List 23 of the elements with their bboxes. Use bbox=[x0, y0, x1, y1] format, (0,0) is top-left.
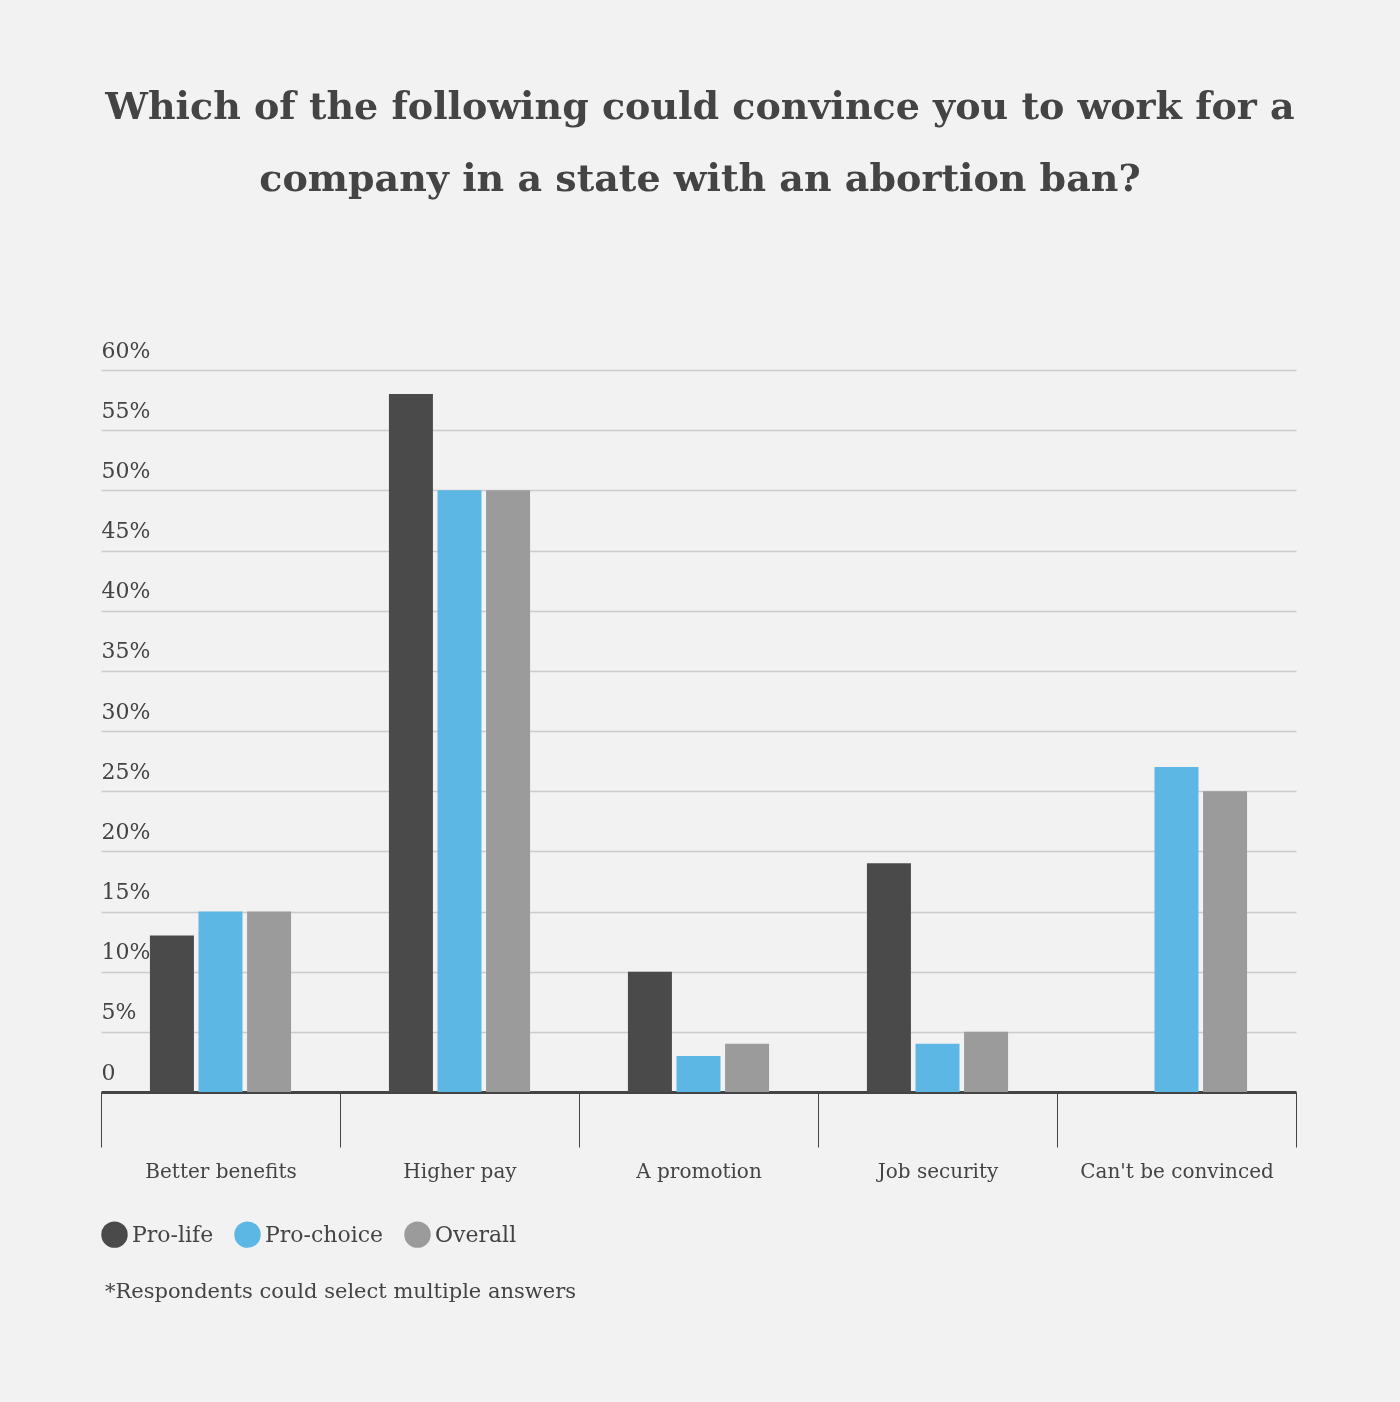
legend-label: Pro-life bbox=[132, 1221, 214, 1247]
y-tick-label: 50% bbox=[101, 457, 151, 483]
y-tick-label: 20% bbox=[101, 818, 151, 844]
x-tick-label: Higher pay bbox=[403, 1158, 518, 1183]
y-tick-label: 60% bbox=[101, 337, 151, 363]
y-tick-label: 40% bbox=[101, 578, 151, 604]
y-tick-label: 10% bbox=[101, 939, 151, 965]
x-tick-label: Can't be convinced bbox=[1080, 1158, 1274, 1183]
y-tick-label: 45% bbox=[101, 518, 151, 543]
y-tick-label: 0 bbox=[101, 1059, 116, 1085]
y-tick-label: 35% bbox=[101, 638, 151, 664]
y-tick-label: 30% bbox=[101, 698, 151, 724]
y-tick-label: 15% bbox=[101, 879, 151, 904]
x-tick-label: Job security bbox=[875, 1158, 1000, 1183]
legend-label: Pro-choice bbox=[265, 1221, 384, 1247]
x-tick-label: A promotion bbox=[635, 1158, 762, 1183]
y-tick-label: 55% bbox=[101, 397, 151, 423]
text: *Respondents could select multiple answers bbox=[105, 1279, 577, 1303]
legend-label: Overall bbox=[435, 1221, 517, 1247]
chart-title: Which of the following could convince you to work for a company in a state with an abortion ban? bbox=[104, 82, 1296, 202]
y-tick-label: 5% bbox=[101, 999, 137, 1025]
y-tick-label: 25% bbox=[101, 758, 151, 784]
x-tick-label: Better benefits bbox=[145, 1158, 297, 1183]
